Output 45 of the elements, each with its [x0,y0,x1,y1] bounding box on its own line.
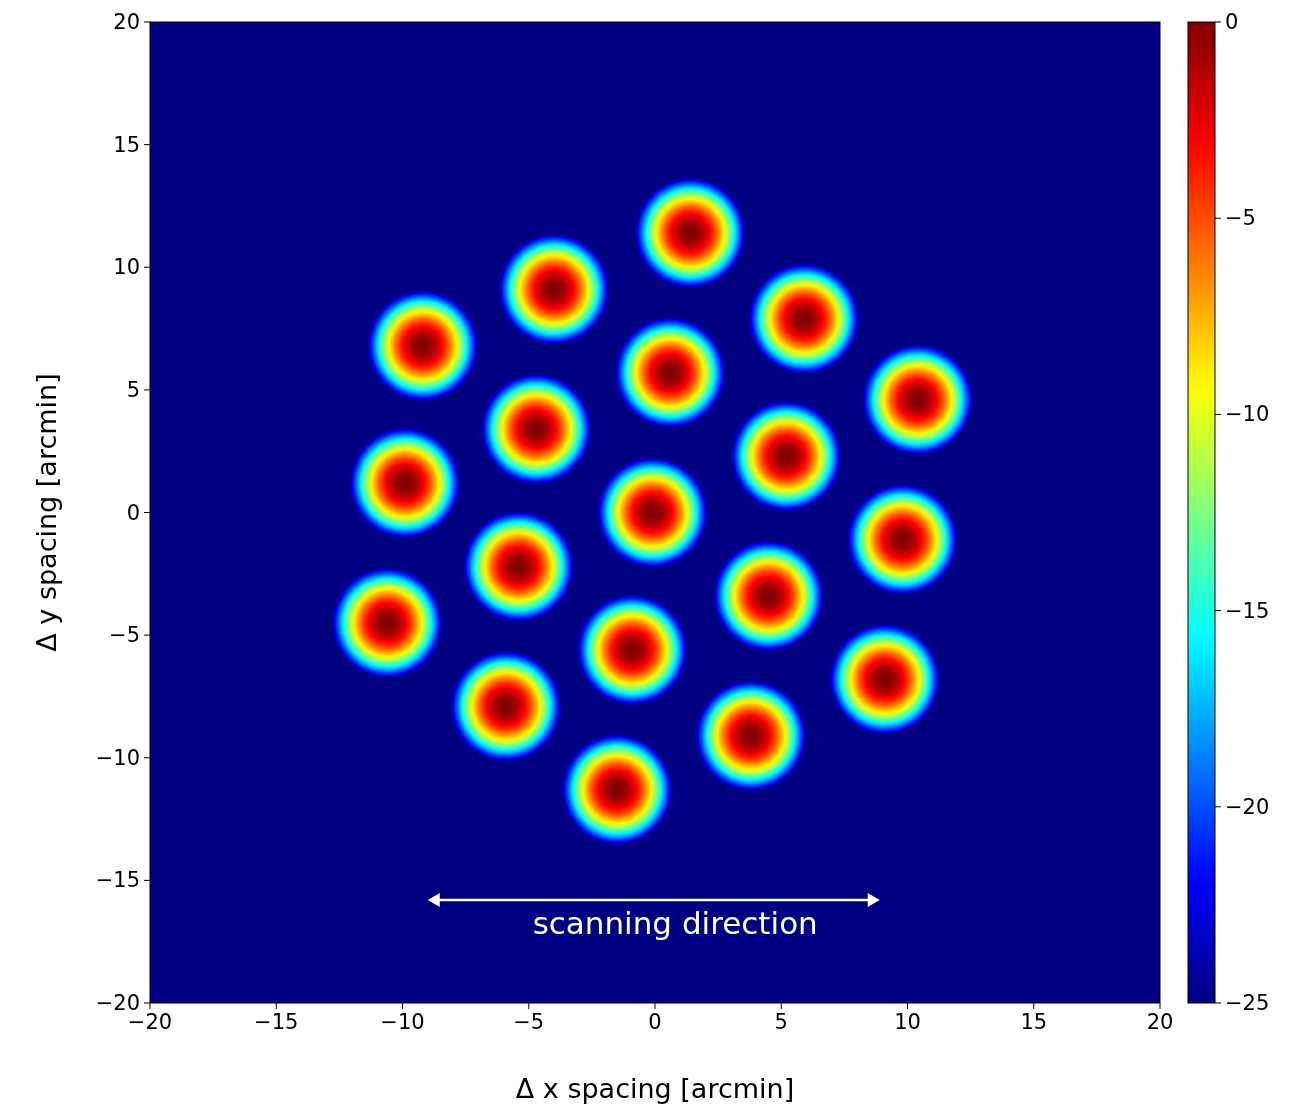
point [331,567,443,679]
y-tick-label: 20 [113,10,140,34]
x-tick-label: 20 [1146,1010,1174,1034]
point [450,650,562,762]
point [596,456,709,569]
x-tick-label: −15 [254,1010,299,1034]
x-tick-label: 15 [1020,1010,1048,1034]
color-bar-label: −15 [1225,598,1270,623]
y-axis-title: Δ y spacing [arcmin] [31,373,62,652]
point [713,540,825,652]
point [349,427,461,539]
x-tick-label: −10 [380,1010,425,1034]
point [614,317,726,429]
point [730,400,842,512]
point [480,373,592,485]
y-tick-label: −20 [95,991,140,1015]
y-tick-label: −15 [95,868,140,893]
y-tick-label: −5 [109,623,140,648]
y-tick-label: 10 [113,255,140,280]
point [695,680,807,792]
y-tick-label: −10 [95,745,140,770]
y-tick-label: 0 [126,500,140,525]
color-bar-label: −20 [1225,794,1270,819]
point [463,510,575,623]
color-bar-label: 0 [1225,10,1239,34]
y-tick-label: 5 [126,377,140,402]
color-bar-label: −5 [1225,206,1256,231]
x-tick-label: 0 [648,1010,662,1034]
color-bar-label: −25 [1225,991,1270,1015]
point [862,344,974,456]
annotation: scanning direction [532,904,818,941]
point [634,177,746,289]
x-tick-label: 5 [774,1010,788,1034]
y-tick-label: 15 [113,132,140,157]
x-tick-label: 10 [894,1010,921,1034]
point [367,290,479,402]
point [748,263,860,375]
point [498,233,610,345]
point [576,594,688,706]
point [846,483,958,596]
x-axis-title: Δ x spacing [arcmin] [515,1073,795,1104]
point [561,734,673,846]
point [829,623,941,735]
color-bar-label: −10 [1225,402,1270,427]
x-tick-label: −5 [513,1010,545,1034]
